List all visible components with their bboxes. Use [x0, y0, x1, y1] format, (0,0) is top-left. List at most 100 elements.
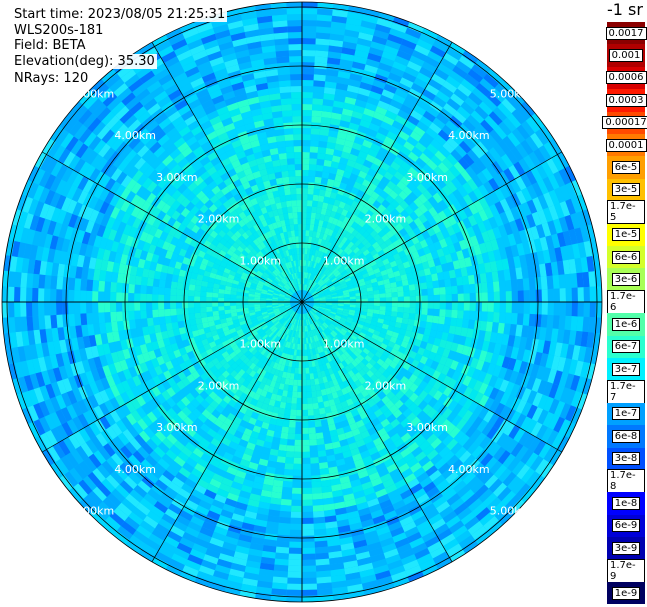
- field-cell: [114, 184, 126, 197]
- field-cell: [335, 313, 342, 318]
- field-cell: [386, 212, 396, 222]
- field-cell: [313, 303, 320, 305]
- field-cell: [362, 455, 373, 465]
- field-cell: [378, 374, 387, 383]
- field-cell: [184, 250, 193, 259]
- field-cell: [369, 382, 379, 391]
- field-cell: [182, 368, 192, 378]
- field-cell: [249, 53, 264, 62]
- field-cell: [540, 314, 548, 328]
- field-cell: [213, 418, 224, 428]
- field-cell: [329, 404, 338, 413]
- field-cell: [263, 282, 270, 288]
- field-cell: [232, 263, 240, 270]
- field-cell: [100, 214, 111, 227]
- field-cell: [454, 145, 467, 158]
- field-cell: [270, 442, 280, 451]
- field-cell: [136, 239, 146, 251]
- field-cell: [493, 249, 502, 261]
- field-cell: [277, 208, 284, 216]
- field-cell: [312, 255, 317, 263]
- field-cell: [367, 341, 375, 348]
- field-cell: [466, 265, 474, 276]
- field-cell: [249, 285, 257, 290]
- field-cell: [374, 370, 383, 379]
- field-cell: [172, 220, 182, 230]
- field-cell: [266, 352, 272, 360]
- field-cell: [433, 337, 442, 347]
- field-cell: [285, 315, 291, 321]
- field-cell: [296, 397, 302, 404]
- field-cell: [171, 189, 182, 201]
- field-cell: [314, 237, 320, 245]
- field-cell: [272, 117, 284, 125]
- field-cell: [371, 417, 381, 427]
- field-cell: [504, 246, 514, 259]
- field-cell: [348, 309, 356, 314]
- field-cell: [170, 236, 180, 246]
- field-cell: [117, 432, 130, 446]
- field-cell: [166, 433, 178, 445]
- field-cell: [383, 457, 395, 468]
- field-cell: [376, 399, 386, 409]
- field-cell: [317, 450, 327, 458]
- field-cell: [300, 272, 302, 279]
- field-cell: [130, 409, 142, 422]
- field-cell: [136, 327, 144, 337]
- field-cell: [322, 285, 328, 290]
- field-cell: [325, 302, 332, 304]
- field-cell: [278, 444, 287, 452]
- field-cell: [294, 272, 298, 279]
- field-cell: [477, 370, 487, 383]
- field-cell: [317, 340, 322, 347]
- field-cell: [483, 194, 495, 207]
- field-cell: [409, 392, 419, 403]
- field-cell: [285, 294, 292, 298]
- field-cell: [283, 231, 289, 239]
- field-cell: [529, 302, 536, 315]
- field-cell: [489, 400, 500, 413]
- field-cell: [444, 236, 454, 247]
- field-cell: [211, 238, 220, 247]
- field-cell: [63, 326, 71, 340]
- field-cell: [309, 224, 315, 231]
- field-cell: [235, 49, 250, 59]
- field-cell: [390, 526, 405, 538]
- field-cell: [294, 285, 298, 292]
- field-cell: [199, 263, 207, 271]
- field-cell: [361, 305, 368, 309]
- field-cell: [190, 388, 200, 399]
- field-cell: [305, 319, 309, 326]
- field-cell: [431, 73, 446, 86]
- field-cell: [558, 274, 566, 289]
- field-cell: [229, 327, 237, 334]
- field-cell: [230, 234, 239, 242]
- field-cell: [278, 189, 286, 197]
- field-cell: [528, 277, 536, 291]
- field-cell: [333, 149, 343, 158]
- field-cell: [291, 206, 298, 213]
- field-cell: [241, 364, 250, 372]
- field-cell: [370, 191, 380, 201]
- field-cell: [385, 365, 395, 374]
- field-cell: [111, 219, 122, 232]
- field-cell: [170, 308, 177, 316]
- field-cell: [269, 314, 276, 319]
- field-cell: [439, 294, 446, 302]
- field-cell: [262, 239, 269, 247]
- field-cell: [225, 530, 240, 540]
- field-cell: [399, 367, 408, 377]
- field-cell: [313, 305, 320, 309]
- field-cell: [203, 326, 211, 334]
- field-cell: [509, 179, 522, 194]
- field-cell: [225, 148, 237, 158]
- field-cell: [324, 269, 331, 276]
- field-cell: [141, 475, 155, 489]
- field-cell: [166, 397, 177, 408]
- field-cell: [218, 79, 232, 90]
- field-cell: [439, 85, 454, 99]
- field-cell: [218, 288, 225, 294]
- field-cell: [249, 234, 257, 242]
- field-cell: [335, 286, 342, 291]
- field-cell: [331, 302, 338, 304]
